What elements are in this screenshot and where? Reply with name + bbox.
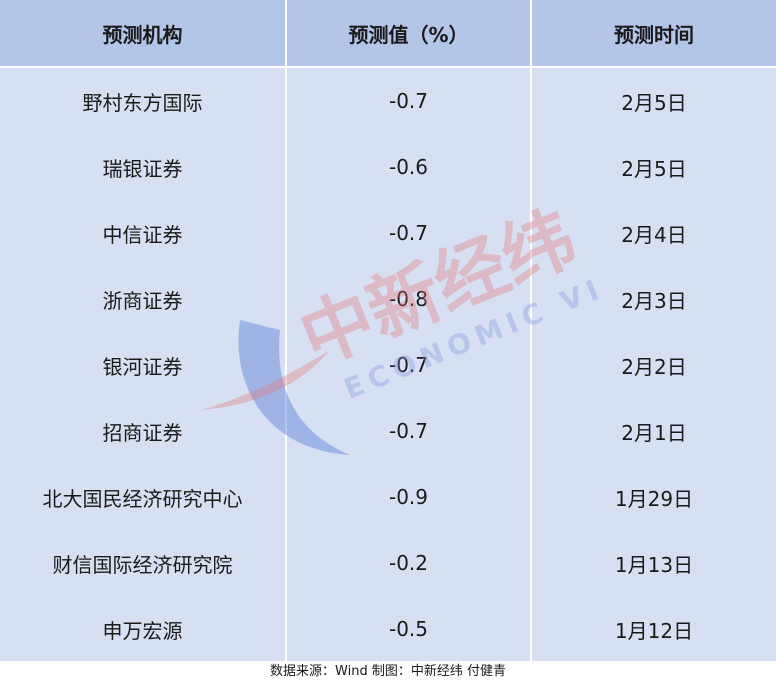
- forecast-table: 预测机构 预测值（%） 预测时间 野村东方国际 -0.7 2月5日 瑞银证券 -…: [0, 0, 776, 662]
- cell-date: 2月2日: [530, 332, 776, 398]
- table-row: 野村东方国际 -0.7 2月5日: [0, 67, 776, 134]
- cell-value: -0.7: [285, 200, 531, 266]
- cell-value: -0.2: [285, 530, 531, 596]
- table-row: 申万宏源 -0.5 1月12日: [0, 596, 776, 662]
- table-row: 招商证券 -0.7 2月1日: [0, 398, 776, 464]
- cell-date: 1月29日: [530, 464, 776, 530]
- table-row: 浙商证券 -0.8 2月3日: [0, 266, 776, 332]
- cell-value: -0.8: [285, 266, 531, 332]
- cell-institution: 招商证券: [0, 398, 286, 464]
- cell-date: 2月5日: [530, 134, 776, 200]
- cell-value: -0.7: [285, 67, 531, 134]
- cell-date: 2月5日: [530, 67, 776, 134]
- cell-date: 2月4日: [530, 200, 776, 266]
- cell-institution: 中信证券: [0, 200, 286, 266]
- cell-institution: 银河证券: [0, 332, 286, 398]
- cell-value: -0.9: [285, 464, 531, 530]
- cell-institution: 野村东方国际: [0, 67, 286, 134]
- cell-value: -0.7: [285, 398, 531, 464]
- table-row: 银河证券 -0.7 2月2日: [0, 332, 776, 398]
- cell-date: 2月3日: [530, 266, 776, 332]
- cell-date: 1月12日: [530, 596, 776, 662]
- cell-value: -0.5: [285, 596, 531, 662]
- header-forecast-value: 预测值（%）: [285, 0, 531, 67]
- cell-institution: 北大国民经济研究中心: [0, 464, 286, 530]
- table-row: 瑞银证券 -0.6 2月5日: [0, 134, 776, 200]
- cell-institution: 财信国际经济研究院: [0, 530, 286, 596]
- cell-institution: 申万宏源: [0, 596, 286, 662]
- cell-date: 2月1日: [530, 398, 776, 464]
- cell-institution: 瑞银证券: [0, 134, 286, 200]
- table-header-row: 预测机构 预测值（%） 预测时间: [0, 0, 776, 67]
- data-source-footer: 数据来源：Wind 制图：中新经纬 付健青: [0, 661, 776, 683]
- table-row: 北大国民经济研究中心 -0.9 1月29日: [0, 464, 776, 530]
- header-forecast-date: 预测时间: [530, 0, 776, 67]
- table-row: 财信国际经济研究院 -0.2 1月13日: [0, 530, 776, 596]
- cell-value: -0.6: [285, 134, 531, 200]
- cell-value: -0.7: [285, 332, 531, 398]
- cell-date: 1月13日: [530, 530, 776, 596]
- header-institution: 预测机构: [0, 0, 286, 67]
- cell-institution: 浙商证券: [0, 266, 286, 332]
- table-row: 中信证券 -0.7 2月4日: [0, 200, 776, 266]
